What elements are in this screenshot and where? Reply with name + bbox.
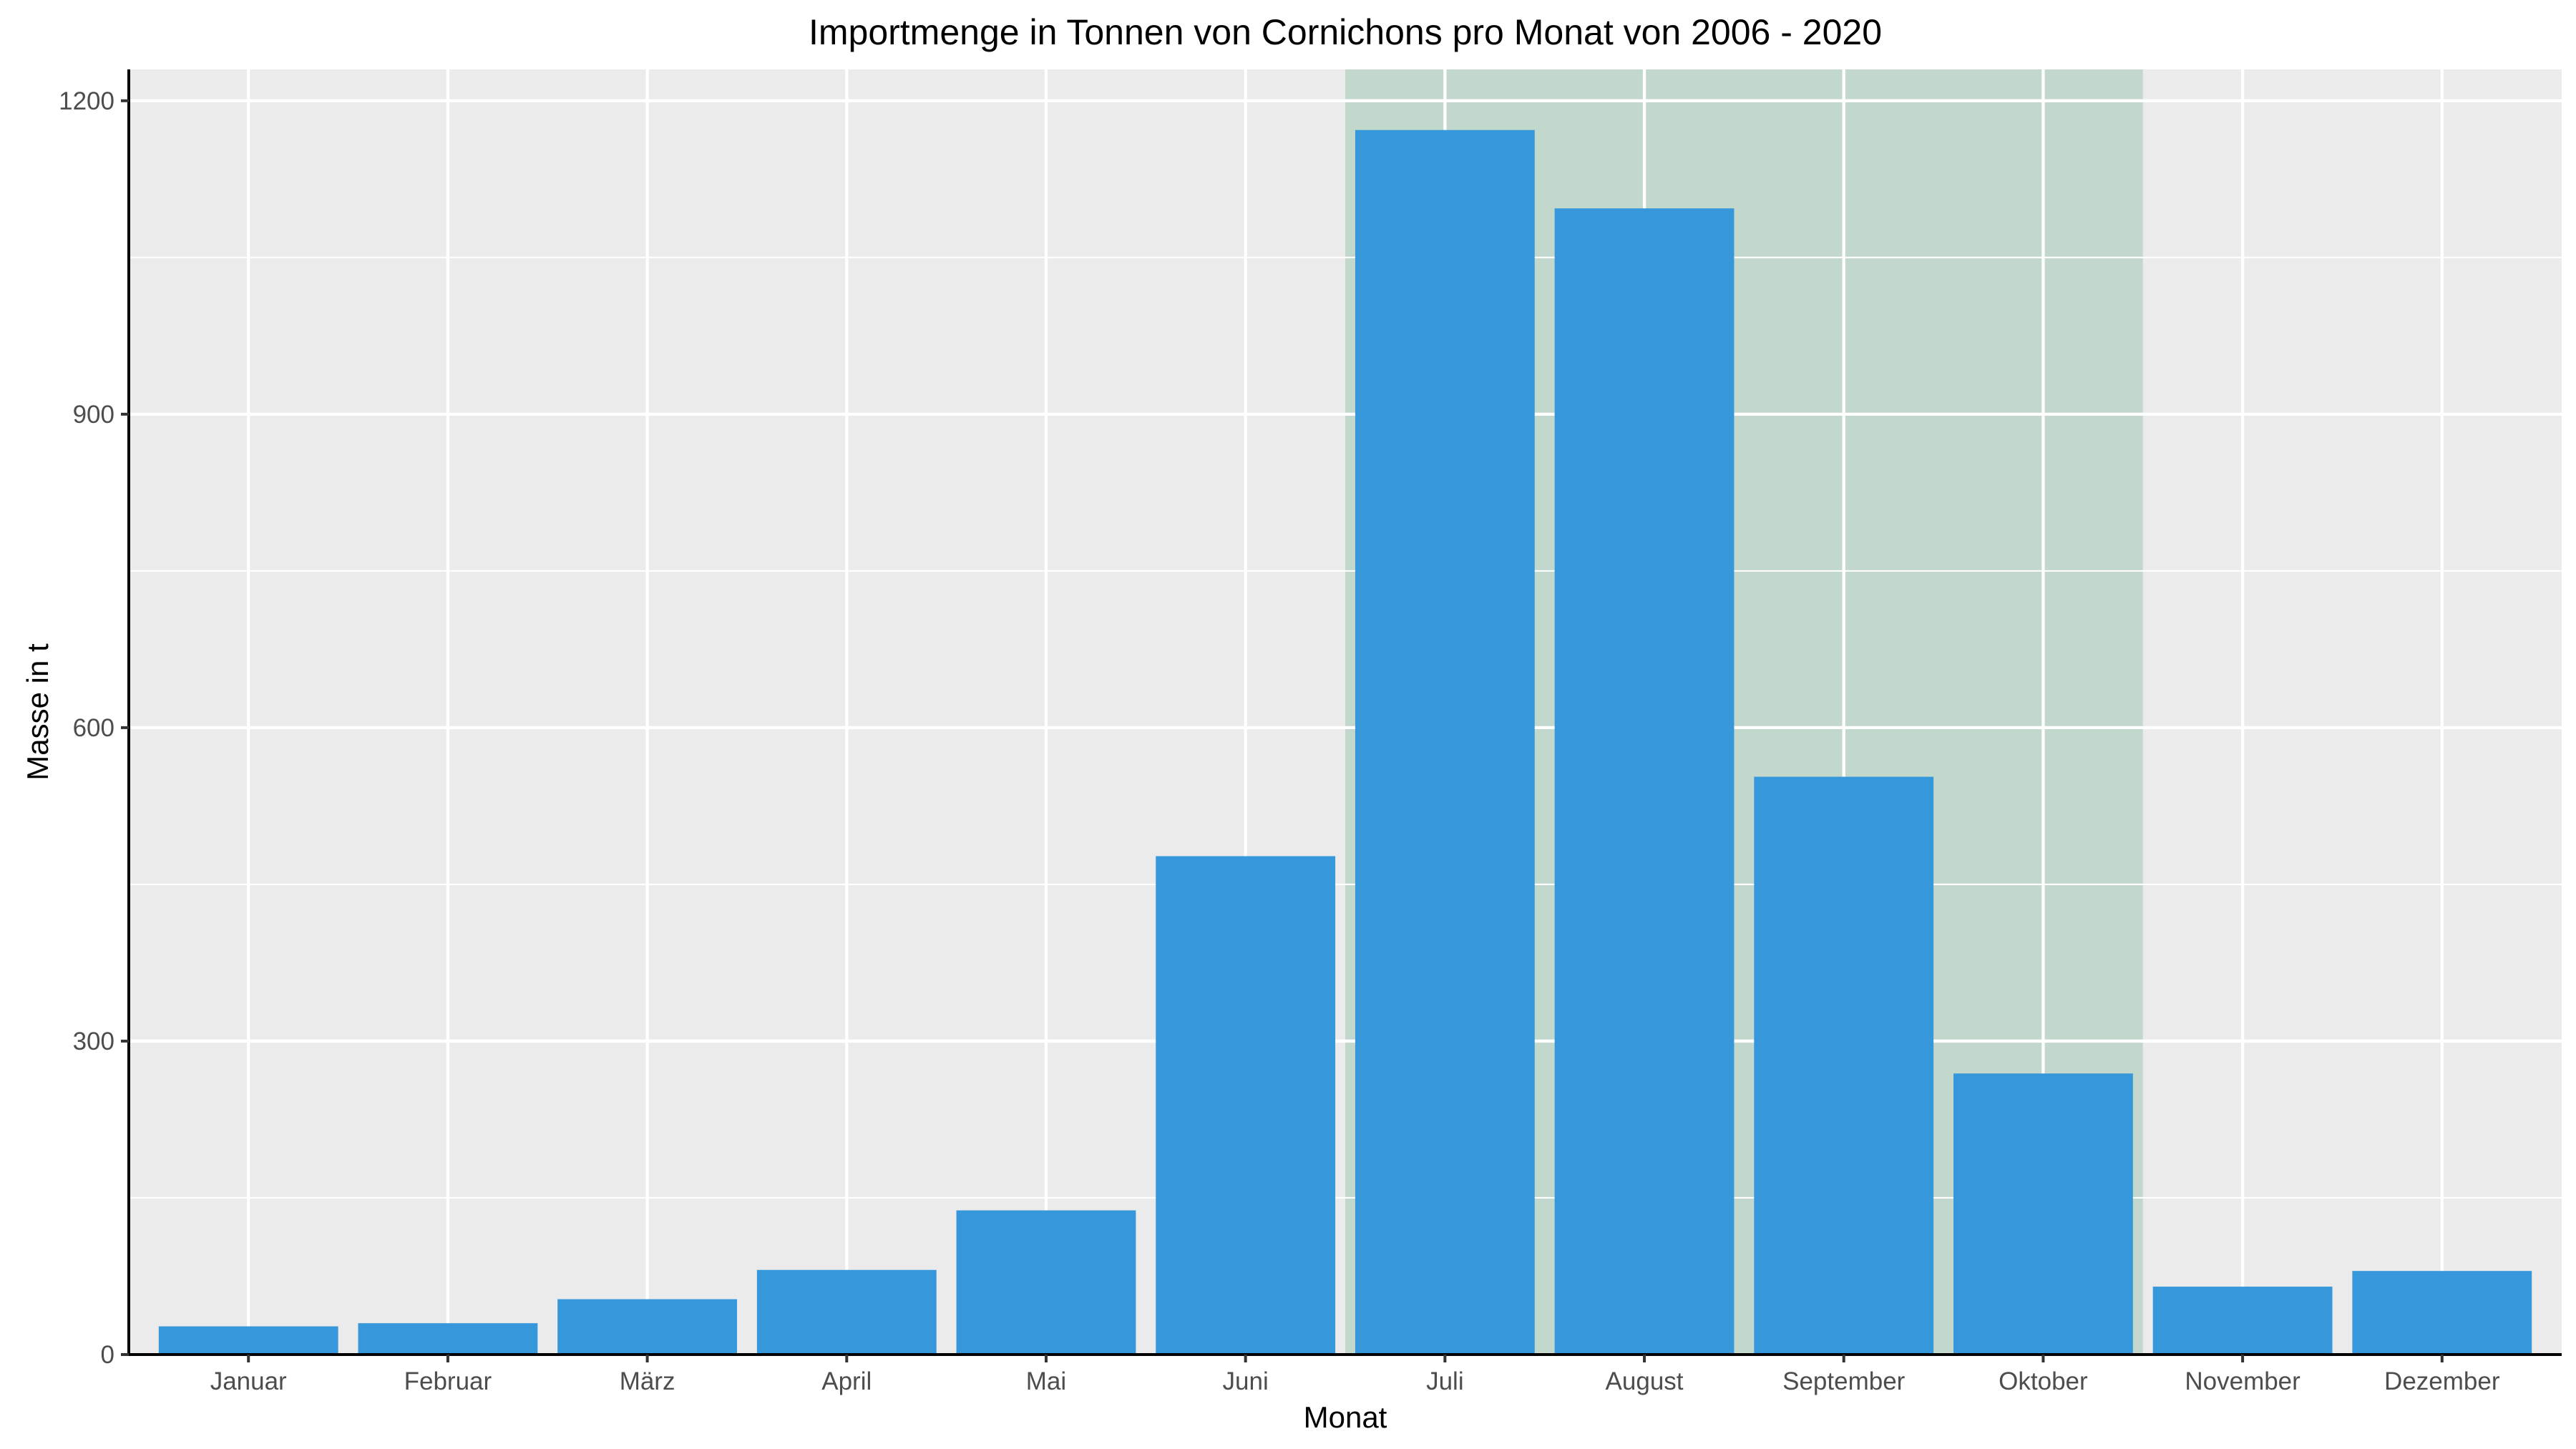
bar-august <box>1554 208 1735 1355</box>
x-tick-label: Februar <box>404 1367 492 1395</box>
bar-märz <box>557 1299 737 1355</box>
y-axis-title: Masse in t <box>21 643 54 781</box>
y-tick-label: 1200 <box>59 87 114 115</box>
x-tick-label: Juni <box>1223 1367 1269 1395</box>
bar-oktober <box>1953 1073 2133 1355</box>
bar-november <box>2152 1287 2333 1355</box>
x-tick-label: Oktober <box>1999 1367 2088 1395</box>
x-tick-label: September <box>1782 1367 1906 1395</box>
y-tick-label: 600 <box>73 714 114 742</box>
bar-juni <box>1156 856 1336 1355</box>
bar-april <box>756 1269 937 1355</box>
bar-dezember <box>2352 1271 2532 1355</box>
x-tick-label: März <box>620 1367 675 1395</box>
y-tick-label: 300 <box>73 1028 114 1055</box>
bar-mai <box>956 1210 1136 1355</box>
x-tick-label: Mai <box>1026 1367 1066 1395</box>
x-tick-label: Dezember <box>2384 1367 2500 1395</box>
y-tick-label: 0 <box>101 1341 114 1369</box>
x-axis-title: Monat <box>1304 1400 1387 1434</box>
x-tick-label: Juli <box>1426 1367 1464 1395</box>
bar-februar <box>358 1323 538 1355</box>
x-tick-label: November <box>2185 1367 2301 1395</box>
chart-title: Importmenge in Tonnen von Cornichons pro… <box>809 12 1882 52</box>
bar-juli <box>1355 130 1535 1355</box>
bar-september <box>1754 776 1934 1355</box>
x-tick-label: April <box>821 1367 872 1395</box>
x-tick-label: August <box>1606 1367 1684 1395</box>
x-tick-label: Januar <box>210 1367 287 1395</box>
y-tick-label: 900 <box>73 401 114 429</box>
bar-januar <box>158 1326 338 1355</box>
